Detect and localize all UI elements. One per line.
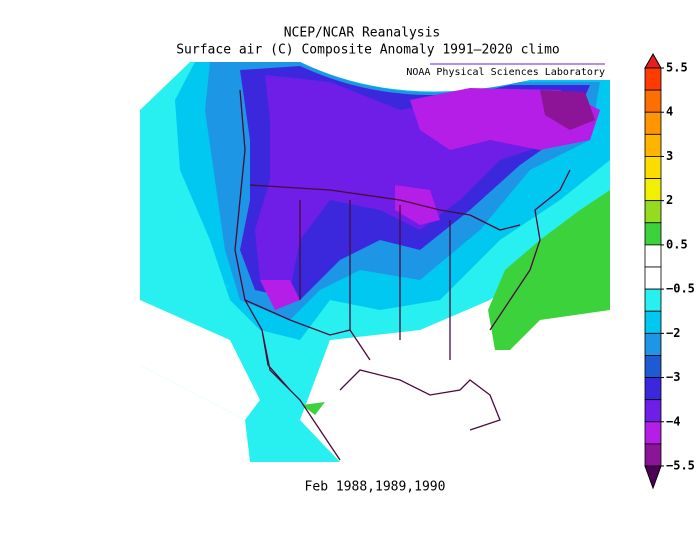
colorbar-swatch [644,266,662,290]
colorbar-swatch [644,200,662,224]
colorbar-swatch [644,355,662,378]
colorbar-swatch [644,89,662,113]
field-white-sw [140,300,260,420]
field-magenta [260,88,600,310]
colorbar-label: 2 [666,193,673,207]
colorbar-label: 0.5 [666,237,688,251]
colorbar-swatch [644,399,662,423]
period: Feb 1988,1989,1990 [305,480,446,495]
colorbar: 5.5 4 3 2 0.5 −0.5 −2 −3 −4 −5.5 [644,52,695,490]
colorbar-label: 5.5 [666,61,688,75]
colorbar-label: −5.5 [666,459,695,473]
subtitle: Surface air (C) Composite Anomaly 1991–2… [176,43,560,58]
colorbar-swatch [644,111,662,135]
colorbar-label: −2 [666,326,680,340]
colorbar-swatch [644,288,662,312]
colorbar-swatch [644,222,662,246]
colorbar-label: −0.5 [666,282,695,296]
colorbar-swatch [644,133,662,157]
colorbar-label: 3 [666,149,673,163]
borders [244,184,521,361]
colorbar-swatch [644,332,662,356]
colorbar-swatch [644,421,662,445]
colorbar-label: −4 [666,414,680,428]
colorbar-low-arrow [644,465,662,490]
colorbar-high-arrow [644,52,662,69]
colorbar-label: −3 [666,370,680,384]
field-green [302,190,610,415]
coastline [234,89,571,461]
colorbar-swatch [644,244,662,268]
colorbar-swatch [644,377,662,401]
colorbar-swatch [644,67,662,91]
colorbar-label: 4 [666,105,673,119]
field-darkpurple [540,90,595,130]
colorbar-swatch [644,443,662,467]
map [140,62,610,462]
credit: NOAA Physical Sciences Laboratory [406,67,605,78]
colorbar-swatch [644,310,662,334]
colorbar-swatch [644,156,662,179]
colorbar-swatch [644,178,662,202]
title: NCEP/NCAR Reanalysis [284,26,441,41]
